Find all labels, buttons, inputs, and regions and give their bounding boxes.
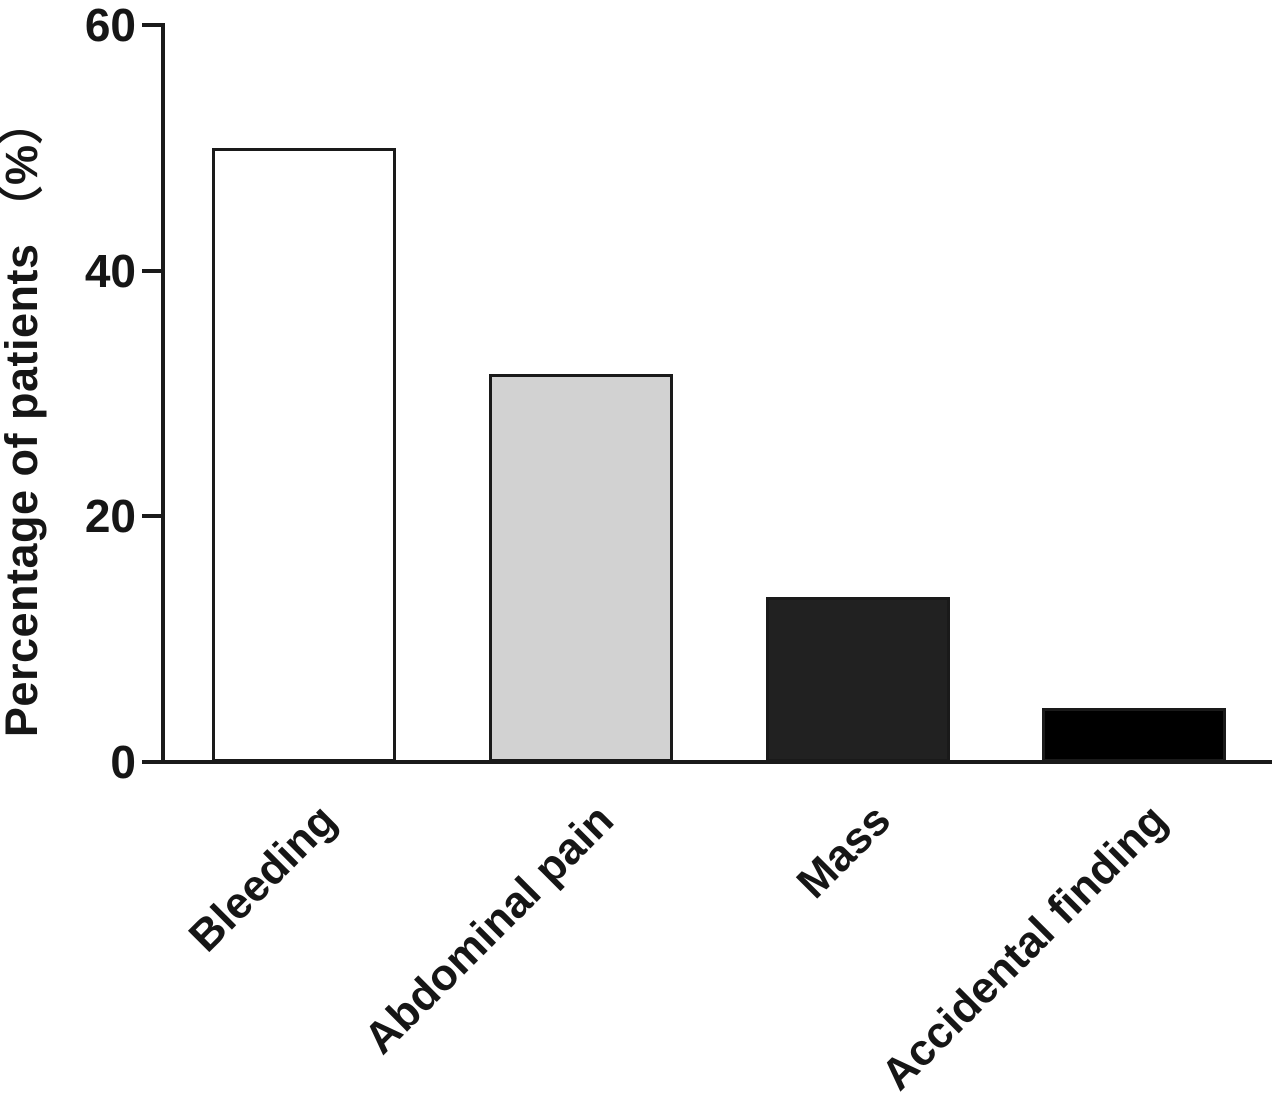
x-tick-label-accidental-finding: Accidental finding [871,795,1176,1100]
y-axis-line [161,23,165,764]
x-tick-label-abdominal-pain: Abdominal pain [354,795,623,1064]
y-tick-mark-60 [142,23,163,27]
y-tick-mark-40 [142,268,163,273]
y-tick-label-0: 0 [110,736,136,788]
y-tick-label-60: 60 [84,0,136,51]
x-tick-label-mass: Mass [787,795,900,908]
bar-accidental-finding [1042,708,1226,762]
y-axis-title: Percentage of patients （%） [0,98,47,738]
x-tick-label-bleeding: Bleeding [179,795,346,962]
y-tick-mark-20 [142,514,163,519]
y-tick-mark-0 [142,760,163,764]
y-tick-label-20: 20 [84,490,136,543]
bar-mass [766,597,950,762]
bar-bleeding [212,148,396,762]
bar-abdominal-pain [489,374,673,762]
x-axis-line [161,760,1272,764]
y-tick-label-40: 40 [84,244,136,297]
